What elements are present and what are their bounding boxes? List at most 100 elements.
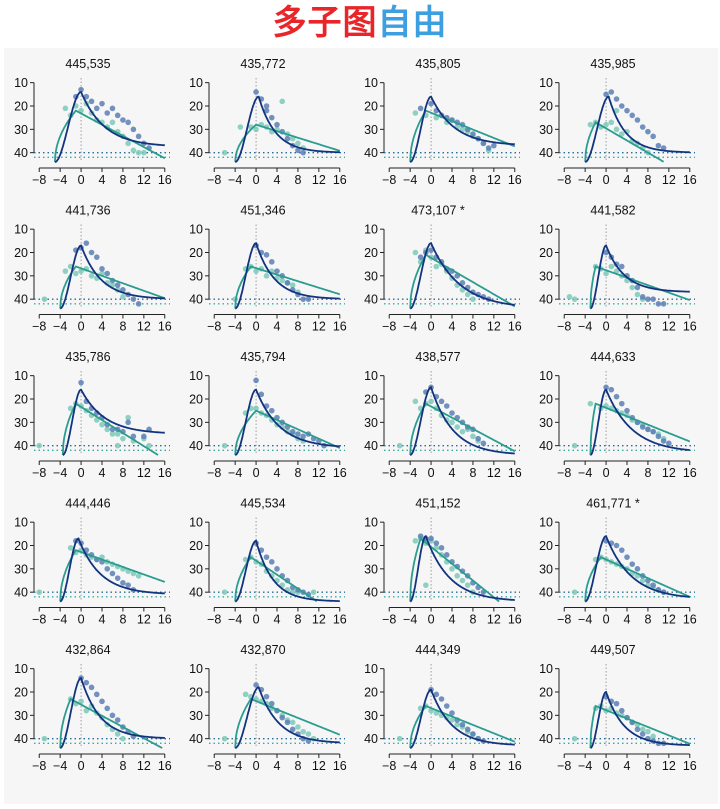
dark-series-point (650, 296, 656, 302)
light-series-point (433, 263, 440, 270)
x-tick-label: 0 (603, 613, 610, 627)
subplot-title: 451,152 (415, 497, 460, 511)
dark-series-point (109, 105, 116, 112)
light-series-point (412, 538, 419, 544)
light-series-point (135, 149, 142, 156)
dark-series-curve (59, 537, 165, 603)
subplot-9: 435,786 10 20 30 40 −8 −4 0 4 8 12 16 (14, 350, 172, 480)
light-series-point (613, 107, 620, 114)
y-tick-label: 20 (14, 686, 28, 700)
dark-series-point (300, 149, 306, 156)
x-tick-label: −8 (557, 466, 571, 480)
subplot-title: 441,736 (65, 204, 110, 218)
y-tick-label: 20 (539, 246, 553, 260)
x-tick-label: 16 (683, 466, 697, 480)
x-tick-label: 8 (294, 466, 301, 480)
x-tick-label: 0 (253, 173, 260, 187)
light-series-point (120, 735, 126, 742)
light-series-point (412, 249, 419, 256)
dark-series-point (300, 433, 306, 440)
light-series-point (428, 398, 434, 405)
y-tick-label: 40 (539, 586, 553, 600)
light-series-point (459, 126, 466, 133)
x-tick-label: 12 (662, 320, 676, 334)
dark-series-point (88, 249, 95, 256)
x-tick-label: −4 (53, 759, 67, 773)
light-series-point (242, 556, 249, 563)
dark-series-point (284, 135, 291, 142)
dark-series-point (618, 547, 625, 553)
subplot-12: 444,633 10 20 30 40 −8 −4 0 4 8 12 16 (539, 350, 697, 480)
light-series-point (221, 735, 228, 742)
dark-series-point (120, 580, 126, 586)
x-tick-label: 12 (137, 320, 151, 334)
subplot-title: 444,633 (590, 350, 635, 364)
dark-series-point (629, 112, 636, 119)
dark-series-point (433, 540, 440, 546)
y-tick-label: 10 (364, 369, 378, 383)
x-tick-label: 16 (508, 759, 522, 773)
dark-series-point (78, 379, 84, 386)
y-tick-label: 20 (364, 100, 378, 114)
figure-header: 多子图自由 (0, 0, 720, 48)
dark-series-point (634, 284, 641, 291)
light-series-point (114, 731, 121, 737)
x-tick-label: −4 (403, 466, 417, 480)
dark-series-point (114, 717, 121, 723)
dark-series-curve (410, 688, 515, 749)
dark-series-point (253, 89, 259, 95)
dark-series-point (443, 403, 450, 409)
x-tick-label: 12 (312, 613, 326, 627)
y-tick-label: 40 (539, 439, 553, 453)
x-tick-label: −8 (32, 613, 46, 627)
x-tick-label: −4 (53, 320, 67, 334)
dark-series-point (438, 545, 445, 551)
dark-series-point (428, 247, 434, 253)
dark-series-point (443, 552, 450, 558)
subplot-11: 438,577 10 20 30 40 −8 −4 0 4 8 12 16 (364, 350, 522, 480)
dark-series-point (417, 254, 424, 260)
y-tick-label: 40 (189, 293, 203, 307)
dark-series-point (459, 280, 466, 286)
x-tick-label: 8 (644, 466, 651, 480)
dark-series-point (274, 121, 280, 128)
dark-series-point (289, 428, 296, 435)
x-tick-label: −8 (382, 173, 396, 187)
dark-series-point (135, 133, 142, 140)
dark-series-point (253, 377, 259, 384)
dark-series-point (93, 254, 100, 260)
x-tick-label: 0 (78, 613, 85, 627)
dark-series-point (464, 726, 471, 733)
x-tick-label: 4 (99, 613, 106, 627)
dark-series-point (433, 691, 440, 698)
x-tick-label: 16 (158, 173, 172, 187)
dark-series-point (125, 582, 131, 588)
light-series-point (464, 582, 471, 588)
dark-series-point (470, 131, 476, 137)
dark-series-point (78, 86, 84, 93)
light-series-curve (59, 697, 163, 749)
dark-series-point (618, 263, 625, 270)
x-tick-label: 4 (274, 613, 281, 627)
y-tick-label: 10 (539, 369, 553, 383)
subplot-title: 438,577 (415, 350, 460, 364)
dark-series-curve (54, 90, 165, 163)
dark-series-point (655, 142, 662, 149)
subplot-18: 432,870 10 20 30 40 −8 −4 0 4 8 12 16 (189, 643, 347, 773)
header-title-part1: 多子图 (272, 4, 378, 42)
light-series-curve (409, 109, 516, 163)
y-tick-label: 10 (189, 516, 203, 530)
light-series-point (73, 270, 79, 277)
x-tick-label: 8 (644, 173, 651, 187)
light-series-point (221, 589, 228, 595)
x-tick-label: −4 (228, 173, 242, 187)
dark-series-point (268, 114, 275, 121)
light-series-point (396, 735, 403, 742)
y-tick-label: 20 (14, 393, 28, 407)
dark-series-point (263, 107, 270, 114)
x-tick-label: 4 (274, 320, 281, 334)
dark-series-point (645, 426, 651, 433)
dark-series-point (104, 110, 111, 116)
y-tick-label: 30 (189, 562, 203, 576)
